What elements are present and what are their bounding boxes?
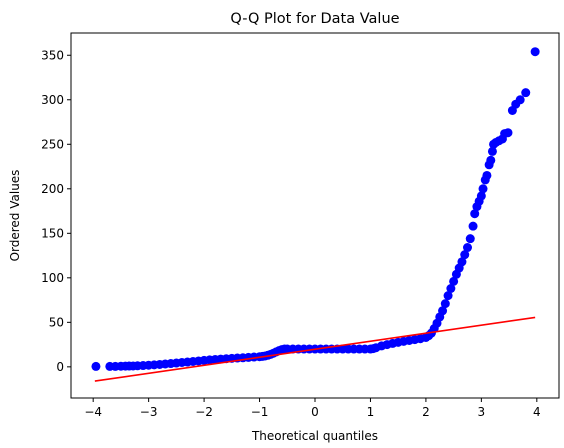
y-tick-label: 150 bbox=[41, 226, 64, 240]
x-axis-label: Theoretical quantiles bbox=[251, 429, 378, 443]
data-point bbox=[521, 88, 531, 98]
x-tick-label: −1 bbox=[251, 405, 269, 419]
x-tick-label: 0 bbox=[311, 405, 319, 419]
y-tick-label: 200 bbox=[41, 182, 64, 196]
plot-frame bbox=[70, 32, 560, 399]
x-axis-ticks: −4 −3 −2 −1 0 1 2 3 4 bbox=[84, 398, 541, 419]
x-tick-label: 2 bbox=[422, 405, 430, 419]
chart-title: Q-Q Plot for Data Value bbox=[230, 11, 399, 27]
x-tick-label: −2 bbox=[195, 405, 213, 419]
y-tick-label: 350 bbox=[41, 48, 64, 62]
y-tick-label: 0 bbox=[56, 360, 64, 374]
data-point bbox=[463, 243, 472, 253]
data-point bbox=[460, 250, 470, 260]
data-point bbox=[465, 234, 475, 244]
data-point bbox=[449, 276, 459, 286]
data-point bbox=[530, 47, 540, 57]
data-point bbox=[468, 221, 478, 231]
x-tick-label: −4 bbox=[84, 405, 102, 419]
y-tick-label: 100 bbox=[41, 271, 64, 285]
data-point bbox=[457, 257, 467, 267]
data-point bbox=[503, 128, 513, 138]
reference-line bbox=[94, 316, 536, 382]
y-tick-label: 300 bbox=[41, 93, 64, 107]
y-axis-ticks: 0 50 100 150 200 250 300 350 bbox=[41, 48, 71, 374]
data-point bbox=[515, 95, 525, 105]
y-tick-label: 250 bbox=[41, 137, 64, 151]
data-point bbox=[476, 191, 486, 201]
x-tick-label: 4 bbox=[533, 405, 541, 419]
data-point bbox=[440, 299, 450, 309]
data-point bbox=[482, 170, 492, 180]
x-tick-label: −3 bbox=[140, 405, 158, 419]
y-tick-label: 50 bbox=[49, 315, 64, 329]
data-point bbox=[91, 361, 101, 371]
data-point bbox=[478, 184, 488, 194]
data-point bbox=[446, 284, 456, 293]
data-point bbox=[438, 306, 448, 316]
x-tick-label: 3 bbox=[478, 405, 486, 419]
marks-layer bbox=[91, 47, 540, 382]
y-axis-label: Ordered Values bbox=[8, 170, 22, 262]
data-point bbox=[486, 155, 496, 165]
data-point bbox=[443, 291, 453, 301]
data-point bbox=[487, 146, 497, 156]
x-tick-label: 1 bbox=[367, 405, 375, 419]
data-point bbox=[470, 209, 480, 219]
